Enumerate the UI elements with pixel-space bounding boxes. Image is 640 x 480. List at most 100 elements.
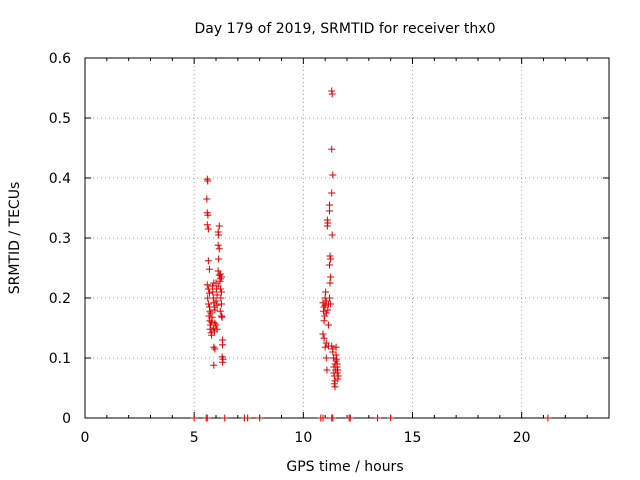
data-point (320, 317, 328, 325)
data-point (331, 383, 339, 391)
data-point (204, 257, 212, 265)
data-point (212, 297, 220, 305)
data-point (326, 201, 334, 209)
y-tick-label: 0.4 (49, 171, 71, 187)
data-point (203, 221, 211, 229)
data-point (330, 380, 338, 388)
ticks: 0 5 10 15 20 0 0.1 0.2 0.3 0.4 0.5 0.6 (49, 51, 609, 446)
data-point (211, 306, 219, 314)
data-point (213, 301, 221, 309)
data-point (211, 345, 219, 353)
data-point (326, 261, 334, 269)
y-tick-label: 0.1 (49, 351, 71, 367)
data-point (204, 177, 212, 185)
grid-lines (85, 58, 609, 418)
data-point (221, 414, 229, 422)
chart-title: Day 179 of 2019, SRMTID for receiver thx… (195, 21, 496, 37)
x-tick-label: 15 (404, 430, 422, 446)
data-point (211, 319, 219, 327)
data-point (216, 307, 224, 315)
data-points (190, 87, 552, 422)
data-point (209, 288, 217, 296)
data-point (328, 231, 336, 239)
data-point (205, 300, 213, 308)
data-point (206, 325, 214, 333)
data-point (210, 361, 218, 369)
data-point (326, 252, 334, 260)
data-point (217, 300, 225, 308)
data-point (216, 277, 224, 285)
data-point (328, 145, 336, 153)
data-point (203, 281, 211, 289)
data-point (322, 309, 330, 317)
x-tick-label: 10 (294, 430, 312, 446)
data-point (320, 334, 328, 342)
data-point (244, 414, 252, 422)
data-point (319, 330, 327, 338)
x-tick-label: 5 (190, 430, 199, 446)
data-point (326, 279, 334, 287)
data-point (210, 303, 218, 311)
data-point (323, 366, 331, 374)
data-point (219, 341, 227, 349)
data-point (205, 265, 213, 273)
data-point (331, 377, 339, 385)
data-point (203, 195, 211, 203)
data-point (217, 294, 225, 302)
y-tick-label: 0.6 (49, 51, 71, 67)
data-point (387, 414, 395, 422)
data-point (324, 321, 332, 329)
data-point (204, 285, 212, 293)
data-point (216, 270, 224, 278)
data-point (327, 273, 335, 281)
data-point (326, 294, 334, 302)
data-point (322, 288, 330, 296)
data-point (334, 375, 342, 383)
data-point (256, 414, 264, 422)
data-point (319, 414, 327, 422)
data-point (328, 342, 336, 350)
data-point (332, 366, 340, 374)
data-point (332, 357, 340, 365)
data-point (210, 343, 218, 351)
data-point (321, 343, 329, 351)
data-point (217, 312, 225, 320)
x-axis-label: GPS time / hours (286, 459, 403, 475)
data-point (327, 255, 335, 263)
data-point (215, 245, 223, 253)
data-point (206, 317, 214, 325)
data-point (329, 414, 337, 422)
x-tick-label: 0 (81, 430, 90, 446)
data-point (213, 291, 221, 299)
data-point (321, 301, 329, 309)
data-point (322, 354, 330, 362)
data-point (331, 360, 339, 368)
data-point (207, 309, 215, 317)
y-tick-label: 0.2 (49, 291, 71, 307)
data-point (321, 312, 329, 320)
data-point (374, 414, 382, 422)
data-point (208, 318, 216, 326)
data-point (205, 312, 213, 320)
data-point (204, 211, 212, 219)
data-point (216, 285, 224, 293)
data-point (320, 303, 328, 311)
data-point (329, 348, 337, 356)
data-point (206, 307, 214, 315)
y-tick-label: 0 (62, 411, 71, 427)
data-point (324, 306, 332, 314)
data-point (190, 414, 198, 422)
data-point (208, 331, 216, 339)
y-tick-label: 0.3 (49, 231, 71, 247)
data-point (215, 255, 223, 263)
data-point (214, 241, 222, 249)
data-point (329, 171, 337, 179)
data-point (333, 369, 341, 377)
data-point (215, 231, 223, 239)
data-point (326, 207, 334, 215)
data-point (328, 90, 336, 98)
y-tick-label: 0.5 (49, 111, 71, 127)
data-point (323, 222, 331, 230)
